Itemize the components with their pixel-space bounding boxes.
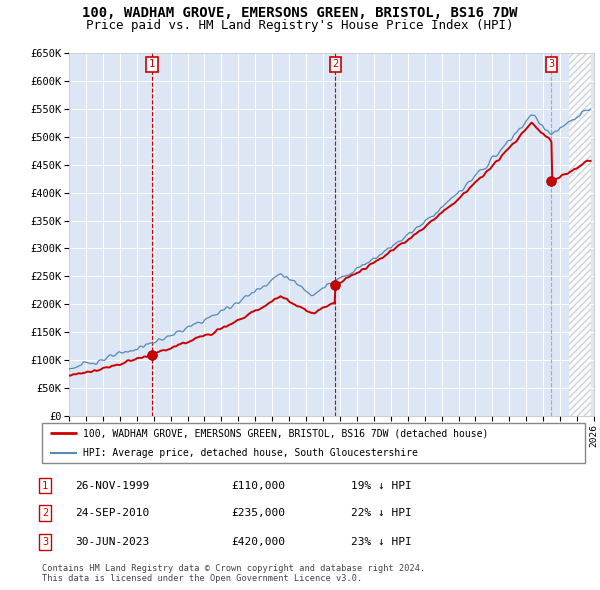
Text: 26-NOV-1999: 26-NOV-1999 — [75, 481, 149, 490]
Text: 100, WADHAM GROVE, EMERSONS GREEN, BRISTOL, BS16 7DW: 100, WADHAM GROVE, EMERSONS GREEN, BRIST… — [82, 6, 518, 20]
Text: HPI: Average price, detached house, South Gloucestershire: HPI: Average price, detached house, Sout… — [83, 448, 418, 458]
FancyBboxPatch shape — [42, 423, 585, 463]
Text: Contains HM Land Registry data © Crown copyright and database right 2024.
This d: Contains HM Land Registry data © Crown c… — [42, 563, 425, 583]
Text: 3: 3 — [548, 59, 554, 69]
Text: Price paid vs. HM Land Registry's House Price Index (HPI): Price paid vs. HM Land Registry's House … — [86, 19, 514, 32]
Text: 2: 2 — [42, 509, 48, 518]
Text: £110,000: £110,000 — [231, 481, 285, 490]
Text: 1: 1 — [42, 481, 48, 490]
Text: 24-SEP-2010: 24-SEP-2010 — [75, 509, 149, 518]
Text: 19% ↓ HPI: 19% ↓ HPI — [351, 481, 412, 490]
Text: £420,000: £420,000 — [231, 537, 285, 546]
Text: 30-JUN-2023: 30-JUN-2023 — [75, 537, 149, 546]
Text: 100, WADHAM GROVE, EMERSONS GREEN, BRISTOL, BS16 7DW (detached house): 100, WADHAM GROVE, EMERSONS GREEN, BRIST… — [83, 428, 488, 438]
Text: 1: 1 — [149, 59, 155, 69]
Text: 3: 3 — [42, 537, 48, 546]
Text: 22% ↓ HPI: 22% ↓ HPI — [351, 509, 412, 518]
Text: 23% ↓ HPI: 23% ↓ HPI — [351, 537, 412, 546]
Text: 2: 2 — [332, 59, 338, 69]
Text: £235,000: £235,000 — [231, 509, 285, 518]
